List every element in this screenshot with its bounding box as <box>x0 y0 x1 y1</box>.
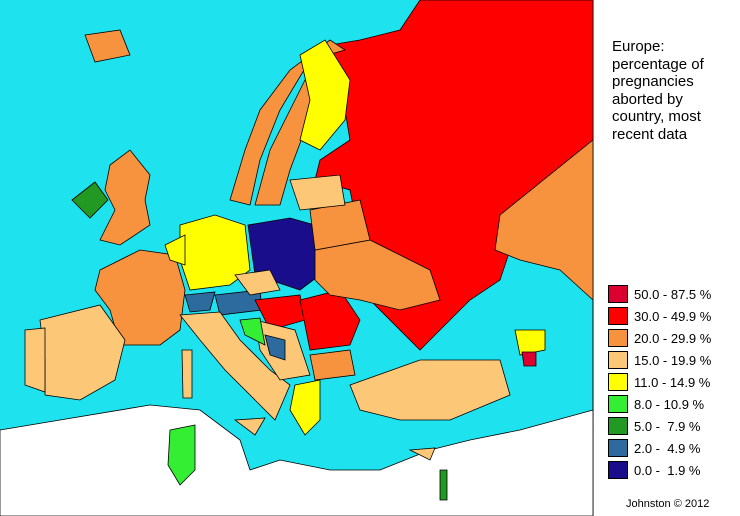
legend-item: 15.0 - 19.9 % <box>608 349 711 371</box>
title-line: aborted by <box>612 90 683 108</box>
legend-label: 8.0 - 10.9 % <box>634 396 705 412</box>
legend-item: 11.0 - 14.9 % <box>608 371 711 393</box>
benelux <box>164 234 186 266</box>
title-line: percentage of <box>612 55 704 73</box>
legend-item: 30.0 - 49.9 % <box>608 305 711 327</box>
slovenia-croatia <box>239 317 266 346</box>
finland <box>299 39 351 151</box>
legend-item: 50.0 - 87.5 % <box>608 283 711 305</box>
legend-swatch <box>608 285 628 303</box>
legend-swatch <box>608 373 628 391</box>
norway <box>229 39 346 206</box>
iceland <box>84 29 131 63</box>
tunisia <box>167 424 196 486</box>
legend-label: 11.0 - 14.9 % <box>634 374 711 390</box>
map-title: Europe: percentage of pregnancies aborted b… <box>612 38 704 143</box>
bosnia <box>264 334 286 361</box>
title-line: country, most <box>612 108 701 125</box>
legend-swatch <box>608 417 628 435</box>
sicily <box>233 417 266 436</box>
title-line: Europe: <box>612 38 665 55</box>
credit: Johnston © 2012 <box>626 498 710 510</box>
greece <box>289 379 321 436</box>
legend-item: 0.0 - 1.9 % <box>608 459 711 481</box>
legend-label: 5.0 - 7.9 % <box>634 418 701 434</box>
italy <box>179 311 291 421</box>
france <box>94 249 186 346</box>
georgia <box>514 329 546 356</box>
legend-item: 2.0 - 4.9 % <box>608 437 711 459</box>
countries <box>0 0 594 516</box>
legend-swatch <box>608 351 628 369</box>
legend-item: 8.0 - 10.9 % <box>608 393 711 415</box>
turkey <box>349 359 511 421</box>
bulgaria <box>309 349 356 381</box>
legend-label: 20.0 - 29.9 % <box>634 330 712 346</box>
legend-swatch <box>608 461 628 479</box>
baltics <box>289 174 346 211</box>
ukraine <box>314 239 441 311</box>
title-line: recent data <box>612 125 688 143</box>
uk <box>99 149 151 246</box>
kazakhstan <box>494 139 594 301</box>
czechia <box>234 269 281 296</box>
legend-swatch <box>608 329 628 347</box>
armenia <box>521 351 537 367</box>
sardinia-corsica <box>181 349 193 399</box>
title-line: pregnancies <box>612 73 694 90</box>
ireland <box>71 181 109 219</box>
cyprus <box>408 447 436 461</box>
switzerland <box>184 291 216 313</box>
portugal <box>24 327 46 393</box>
legend-label: 50.0 - 87.5 % <box>634 286 712 302</box>
legend-label: 15.0 - 19.9 % <box>634 352 712 368</box>
legend-swatch <box>608 307 628 325</box>
legend-swatch <box>608 439 628 457</box>
legend: 50.0 - 87.5 % 30.0 - 49.9 % 20.0 - 29.9 % 1… <box>608 283 711 481</box>
legend-label: 30.0 - 49.9 % <box>634 308 712 324</box>
israel <box>439 469 448 501</box>
legend-swatch <box>608 395 628 413</box>
legend-label: 2.0 - 4.9 % <box>634 440 701 456</box>
legend-item: 20.0 - 29.9 % <box>608 327 711 349</box>
legend-label: 0.0 - 1.9 % <box>634 462 701 478</box>
legend-item: 5.0 - 7.9 % <box>608 415 711 437</box>
